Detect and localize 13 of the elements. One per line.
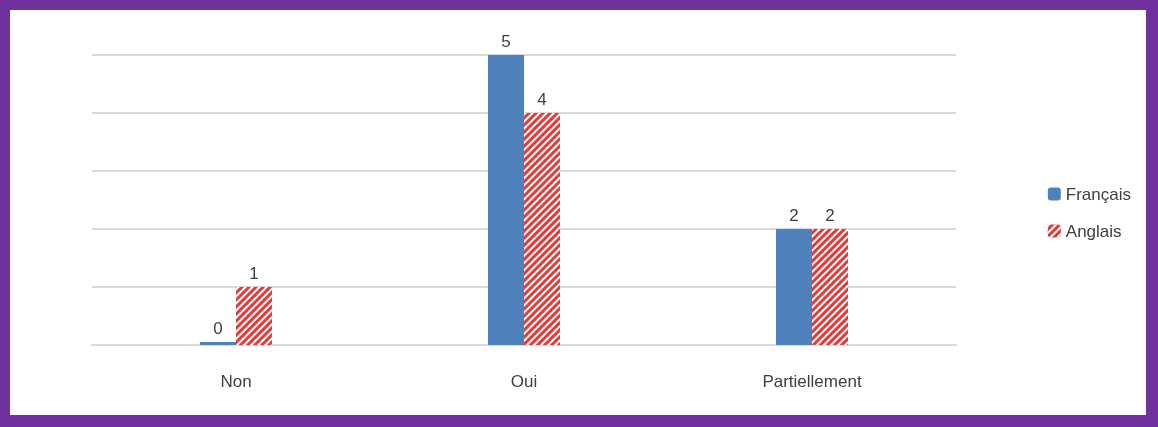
data-label: 1 [249, 264, 259, 283]
bar [488, 55, 524, 345]
legend-label: Français [1065, 184, 1131, 204]
bar [776, 229, 812, 345]
data-label: 2 [789, 206, 799, 225]
data-label: 2 [825, 206, 835, 225]
x-tick-label: Oui [510, 372, 538, 391]
legend-label: Anglais [1065, 221, 1122, 241]
data-label: 4 [537, 90, 547, 109]
x-tick-label: Non [220, 372, 252, 391]
data-label: 5 [501, 32, 511, 51]
data-label: 0 [213, 319, 223, 338]
x-tick-label: Partiellement [762, 372, 862, 391]
